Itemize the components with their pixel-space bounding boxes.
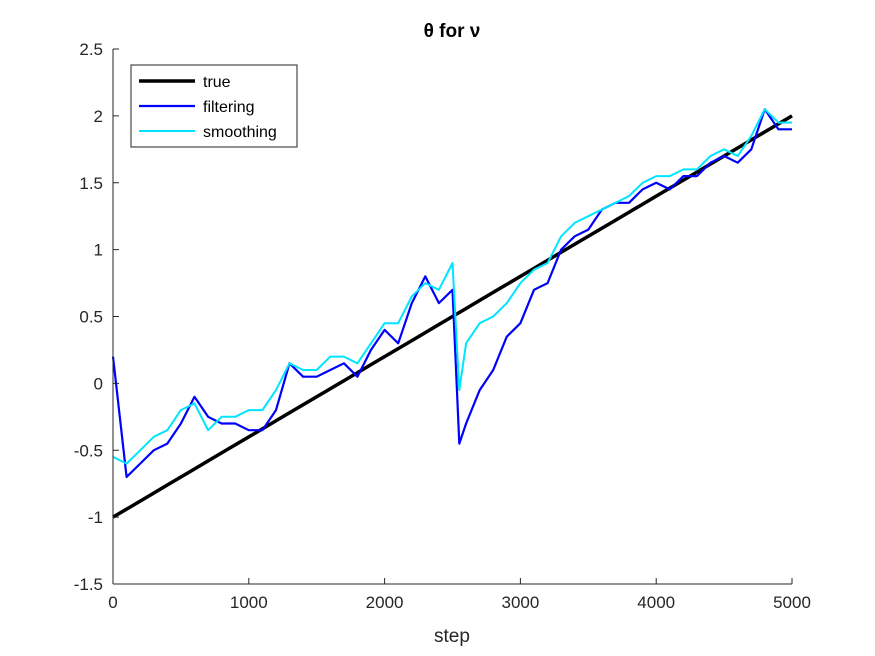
x-tick-label: 4000 [637, 593, 675, 612]
y-tick-label: -1 [88, 508, 103, 527]
series-line-smoothing [112, 108, 792, 465]
y-tick-label: -1.5 [74, 575, 103, 594]
legend: true filtering smoothing [130, 64, 298, 148]
plot-lines [111, 108, 793, 519]
y-tick-label: 1 [94, 241, 103, 260]
x-tick-label: 3000 [501, 593, 539, 612]
x-tick-label: 5000 [773, 593, 811, 612]
chart-title: θ for ν [424, 21, 481, 42]
x-tick-label: 1000 [230, 593, 268, 612]
y-tick-label: 2.5 [79, 40, 103, 59]
x-tick-label: 2000 [366, 593, 404, 612]
y-tick-label: 1.5 [79, 174, 103, 193]
legend-label-true: true [203, 74, 231, 91]
y-tick-label: 2 [94, 107, 103, 126]
series-line-filtering [111, 108, 792, 479]
legend-label-filtering: filtering [203, 99, 255, 116]
y-tick-label: 0.5 [79, 308, 103, 327]
x-axis-label: step [434, 626, 470, 647]
axes: 0 1000 2000 3000 4000 5000 -1.5 -1 -0.5 0 0.5 1 1.5 2… [74, 40, 811, 612]
y-tick-label: 0 [94, 374, 103, 393]
legend-label-smoothing: smoothing [203, 124, 277, 141]
y-tick-label: -0.5 [74, 441, 103, 460]
x-tick-label: 0 [108, 593, 117, 612]
